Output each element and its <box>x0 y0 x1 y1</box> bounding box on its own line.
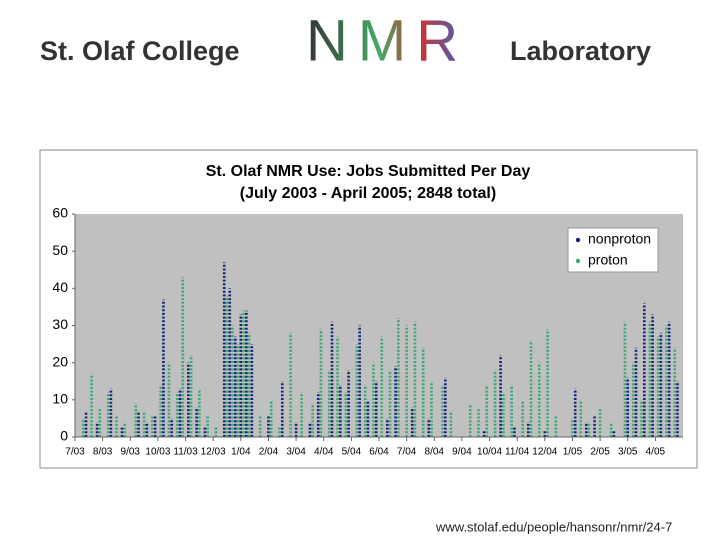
x-tick-label: 1/04 <box>231 447 251 458</box>
y-tick-label: 0 <box>60 428 68 444</box>
y-tick-label: 60 <box>52 205 68 221</box>
x-tick-label: 4/05 <box>646 447 666 458</box>
x-tick-label: 6/04 <box>369 447 389 458</box>
x-tick-label: 3/05 <box>618 447 638 458</box>
x-tick-label: 11/03 <box>173 447 198 458</box>
x-tick-label: 9/04 <box>452 447 472 458</box>
x-tick-label: 1/05 <box>563 447 583 458</box>
x-tick-label: 9/03 <box>121 447 141 458</box>
legend-marker <box>575 258 581 264</box>
x-tick-label: 2/05 <box>590 447 610 458</box>
x-tick-label: 12/03 <box>201 447 226 458</box>
legend-box <box>567 227 659 273</box>
footer: www.stolaf.edu/people/hansonr/nmr/24-7 <box>435 519 672 534</box>
y-tick-label: 20 <box>52 353 68 369</box>
chart-title: St. Olaf NMR Use: Jobs Submitted Per Day <box>206 163 531 180</box>
legend-label: proton <box>588 252 628 268</box>
x-tick-label: 8/04 <box>425 447 445 458</box>
slide-title-right: Laboratory <box>510 36 651 66</box>
slide-title-left: St. Olaf College <box>40 36 240 66</box>
legend-label: nonproton <box>588 231 651 247</box>
chart-subtitle: (July 2003 - April 2005; 2848 total) <box>240 185 496 202</box>
y-tick-label: 10 <box>52 391 68 407</box>
x-tick-label: 4/04 <box>314 447 334 458</box>
logo: NMR <box>306 8 468 73</box>
x-tick-label: 11/04 <box>505 447 530 458</box>
x-tick-label: 3/04 <box>286 447 306 458</box>
x-tick-label: 2/04 <box>259 447 279 458</box>
x-tick-label: 12/04 <box>532 447 557 458</box>
y-tick-label: 30 <box>52 316 68 332</box>
x-tick-label: 8/03 <box>93 447 113 458</box>
y-tick-label: 40 <box>52 279 68 295</box>
y-tick-label: 50 <box>52 242 68 258</box>
legend-marker <box>575 237 581 243</box>
x-tick-label: 5/04 <box>342 447 362 458</box>
x-tick-label: 10/04 <box>477 447 502 458</box>
x-tick-label: 7/03 <box>65 447 85 458</box>
x-tick-label: 10/03 <box>145 447 170 458</box>
x-tick-label: 7/04 <box>397 447 417 458</box>
